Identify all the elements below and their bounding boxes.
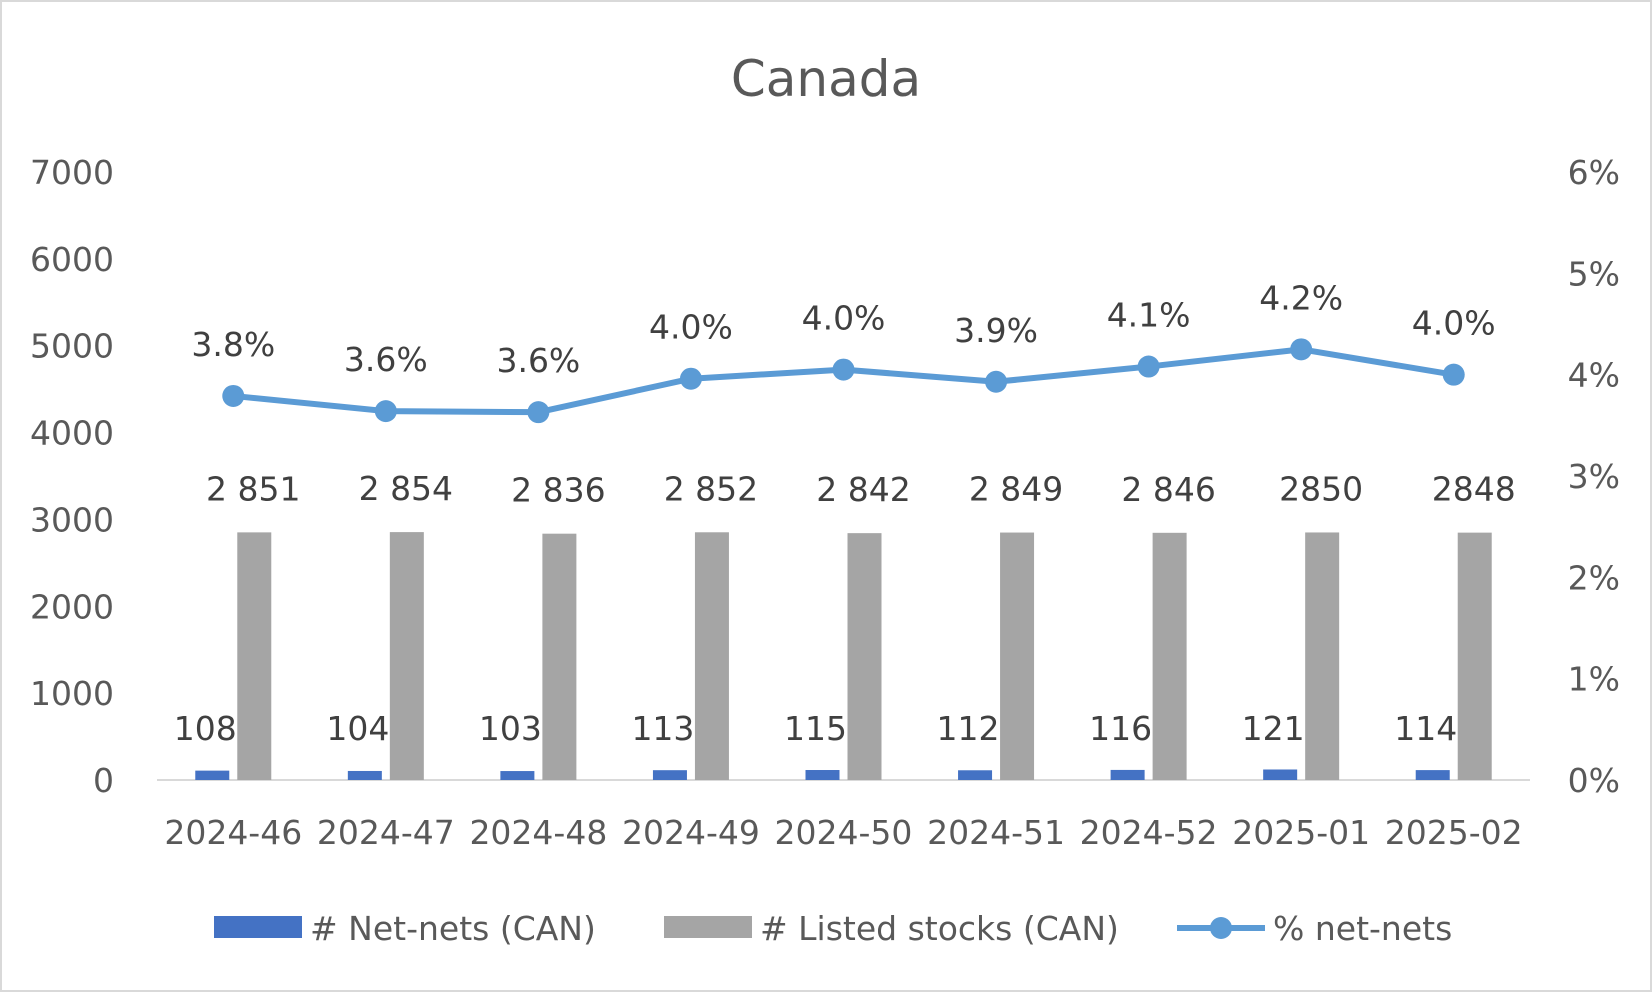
data-label-net-nets: 114	[1394, 709, 1457, 748]
x-tick-label: 2024-47	[317, 813, 455, 852]
data-label-net-nets: 112	[937, 709, 1000, 748]
axes: 0 1000 2000 3000 4000 5000 6000 7000 0% 1% 2% 3% 4% 5…	[30, 153, 1620, 852]
y-right-tick-label: 2%	[1568, 558, 1620, 597]
data-label-pct-net-nets: 3.8%	[191, 325, 275, 364]
bar-listed-stocks	[1305, 532, 1340, 780]
y-left-tick-label: 3000	[30, 500, 114, 539]
chart-title: Canada	[731, 50, 921, 108]
y-right-tick-label: 1%	[1568, 660, 1620, 699]
x-tick-label: 2025-02	[1385, 813, 1523, 852]
y-right-tick-label: 4%	[1568, 356, 1620, 395]
y-right-tick-label: 0%	[1568, 761, 1620, 800]
data-label-pct-net-nets: 3.9%	[954, 311, 1038, 350]
point-pct-net-nets	[679, 367, 702, 390]
bar-net-nets	[805, 770, 840, 780]
y-right-tick-label: 3%	[1568, 457, 1620, 496]
data-label-pct-net-nets: 3.6%	[344, 340, 428, 379]
y-left-tick-label: 1000	[30, 674, 114, 713]
point-pct-net-nets	[374, 400, 397, 423]
bar-listed-stocks	[694, 532, 729, 780]
data-label-pct-net-nets: 4.1%	[1107, 296, 1191, 335]
bar-net-nets	[1110, 769, 1145, 780]
data-label-pct-net-nets: 4.0%	[649, 308, 733, 347]
legend-swatch	[214, 916, 302, 938]
legend-swatch-marker	[1210, 917, 1232, 939]
data-label-net-nets: 113	[631, 709, 694, 748]
data-label-listed-stocks: 2 836	[511, 471, 605, 510]
data-label-pct-net-nets: 4.0%	[802, 299, 886, 338]
y-right-tick-label: 6%	[1568, 153, 1620, 192]
data-label-pct-net-nets: 3.6%	[496, 341, 580, 380]
point-pct-net-nets	[832, 358, 855, 381]
data-label-listed-stocks: 2 851	[206, 469, 300, 508]
bar-listed-stocks	[847, 533, 882, 780]
legend-label: # Listed stocks (CAN)	[760, 909, 1119, 948]
data-label-net-nets: 115	[784, 709, 847, 748]
y-left-tick-label: 5000	[30, 327, 114, 366]
point-pct-net-nets	[1137, 355, 1160, 378]
x-tick-label: 2024-52	[1080, 813, 1218, 852]
point-pct-net-nets	[1290, 338, 1313, 361]
data-label-pct-net-nets: 4.2%	[1259, 278, 1343, 317]
data-labels: 108 104 103 113 115 112 116 121 114 2 851 2 854 2 8…	[174, 278, 1516, 748]
point-pct-net-nets	[1442, 363, 1465, 386]
bars	[195, 532, 1492, 780]
data-label-listed-stocks: 2850	[1279, 469, 1363, 508]
bar-net-nets	[195, 770, 230, 780]
bar-listed-stocks	[1152, 532, 1187, 780]
y-left-tick-label: 2000	[30, 587, 114, 626]
bar-listed-stocks	[389, 532, 424, 780]
y-left-tick-label: 0	[93, 761, 114, 800]
bar-listed-stocks	[542, 533, 577, 780]
legend-label: % net-nets	[1273, 909, 1452, 948]
bar-net-nets	[652, 770, 687, 780]
bar-net-nets	[958, 770, 993, 780]
data-label-net-nets: 121	[1242, 709, 1305, 748]
data-label-pct-net-nets: 4.0%	[1412, 304, 1496, 343]
x-tick-label: 2024-51	[927, 813, 1065, 852]
x-tick-label: 2024-46	[164, 813, 302, 852]
bar-net-nets	[1263, 769, 1298, 780]
bar-net-nets	[500, 771, 535, 780]
legend: # Net-nets (CAN) # Listed stocks (CAN) % n…	[214, 909, 1452, 948]
bar-listed-stocks	[1457, 532, 1492, 780]
line-series	[222, 338, 1465, 424]
point-pct-net-nets	[222, 384, 245, 407]
data-label-net-nets: 108	[174, 709, 237, 748]
x-tick-label: 2024-50	[775, 813, 913, 852]
data-label-listed-stocks: 2 852	[664, 469, 758, 508]
data-label-net-nets: 104	[326, 709, 389, 748]
legend-label: # Net-nets (CAN)	[310, 909, 596, 948]
bar-net-nets	[1415, 770, 1450, 780]
data-label-listed-stocks: 2848	[1432, 470, 1516, 509]
bar-net-nets	[347, 770, 382, 780]
y-left-tick-label: 6000	[30, 240, 114, 279]
y-left-tick-label: 7000	[30, 153, 114, 192]
y-right-tick-label: 5%	[1568, 254, 1620, 293]
x-tick-label: 2025-01	[1232, 813, 1370, 852]
data-label-listed-stocks: 2 849	[969, 470, 1063, 509]
bar-listed-stocks	[237, 532, 272, 780]
legend-swatch	[664, 916, 752, 938]
bar-listed-stocks	[1000, 532, 1035, 780]
data-label-listed-stocks: 2 846	[1121, 470, 1215, 509]
data-label-listed-stocks: 2 854	[359, 469, 453, 508]
x-tick-label: 2024-48	[469, 813, 607, 852]
y-left-tick-label: 4000	[30, 414, 114, 453]
data-label-net-nets: 103	[479, 709, 542, 748]
data-label-net-nets: 116	[1089, 709, 1152, 748]
point-pct-net-nets	[527, 401, 550, 424]
point-pct-net-nets	[985, 370, 1008, 393]
data-label-listed-stocks: 2 842	[816, 470, 910, 509]
x-tick-label: 2024-49	[622, 813, 760, 852]
